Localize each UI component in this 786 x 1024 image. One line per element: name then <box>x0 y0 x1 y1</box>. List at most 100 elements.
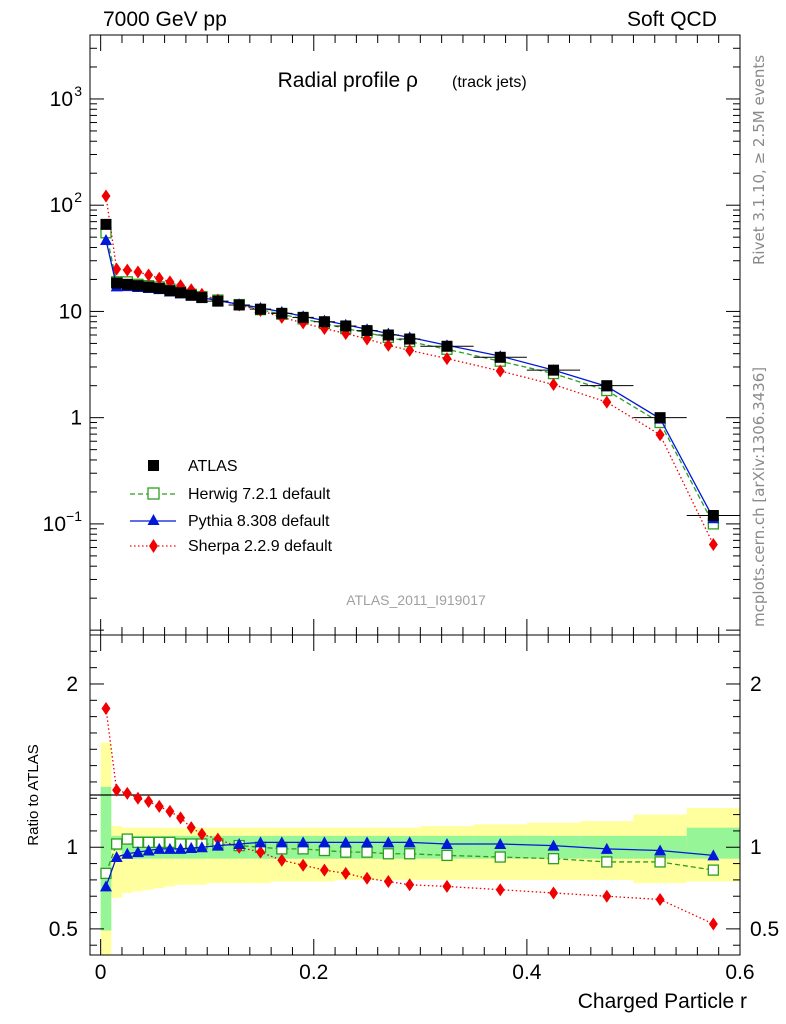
point-data <box>254 303 266 315</box>
ratio-point-pythia <box>600 842 613 854</box>
ratio-point-pythia <box>654 844 667 856</box>
ratio-point-pythia <box>233 837 246 849</box>
point-sherpa <box>112 262 122 276</box>
x-axis-label: Charged Particle r <box>578 990 747 1013</box>
ratio-point-herwig <box>547 853 560 865</box>
legend-item-sherpa: Sherpa 2.2.9 default <box>130 538 333 555</box>
ratio-point-herwig <box>132 836 144 848</box>
point-data <box>100 218 112 230</box>
legend-item-atlas: ATLAS <box>148 458 238 475</box>
series-data <box>100 218 740 521</box>
ratio-point-pythia <box>440 837 453 849</box>
legend-label-sherpa: Sherpa 2.2.9 default <box>188 538 333 555</box>
x-tick-label: 0.2 <box>299 961 328 984</box>
main-title: Radial profile ρ <box>278 69 418 92</box>
ratio-point-pythia <box>547 839 560 851</box>
band-inner <box>121 835 133 859</box>
point-sherpa <box>144 268 154 282</box>
header-right: Soft QCD <box>627 8 717 31</box>
ratio-series-pythia <box>99 836 720 892</box>
ratio-point-sherpa <box>176 811 186 825</box>
y-tick-exponent: −1 <box>66 508 82 524</box>
ratio-point-sherpa <box>341 866 351 880</box>
ratio-point-herwig <box>494 851 506 863</box>
point-sherpa <box>495 364 505 378</box>
ratio-point-pythia <box>174 842 187 854</box>
point-data <box>382 329 394 341</box>
point-sherpa <box>122 263 132 277</box>
main-title-suffix: (track jets) <box>452 74 527 91</box>
point-data <box>132 280 144 292</box>
ratio-panel: 0.5 0.5 1 1 2 2 0 0.2 0.4 0.6 Ratio to ATLAS Char… <box>25 634 779 1013</box>
ratio-point-herwig <box>340 846 352 858</box>
y-tick-label: 10 <box>50 88 73 111</box>
header-left: 7000 GeV pp <box>103 8 227 31</box>
series-herwig <box>100 227 720 530</box>
legend-label-herwig: Herwig 7.2.1 default <box>188 486 331 503</box>
ratio-point-pythia <box>403 836 416 848</box>
ratio-point-sherpa <box>122 786 132 800</box>
ratio-point-herwig <box>382 848 395 860</box>
point-data <box>340 320 352 332</box>
ratio-point-herwig <box>441 849 453 862</box>
analysis-id: ATLAS_2011_I919017 <box>346 592 486 608</box>
point-data <box>707 509 719 521</box>
ratio-y-tick-label-left: 1 <box>66 836 78 859</box>
legend-marker-atlas <box>148 460 159 471</box>
ratio-point-pythia <box>131 846 144 858</box>
x-tick-label: 0 <box>95 961 107 984</box>
ratio-point-pythia <box>110 851 123 863</box>
ratio-point-herwig <box>707 864 720 876</box>
x-tick-label: 0.4 <box>512 961 542 984</box>
ratio-point-herwig <box>361 846 373 858</box>
legend: ATLAS Herwig 7.2.1 default Pythia 8.308 … <box>130 458 333 555</box>
series-pythia <box>99 234 720 524</box>
point-data <box>548 364 560 376</box>
point-data <box>175 287 187 299</box>
y-tick-label: 10 <box>50 194 73 217</box>
ratio-point-sherpa <box>602 889 612 903</box>
point-data <box>196 292 208 304</box>
mcplots-label: mcplots.cern.ch [arXiv:1306.3436] <box>750 367 768 627</box>
point-data <box>601 380 613 392</box>
ratio-point-sherpa <box>383 875 393 889</box>
ratio-point-pythia <box>707 849 720 861</box>
y-tick-label: 1 <box>70 407 82 430</box>
legend-marker-sherpa <box>149 539 158 553</box>
ratio-axis-ticks: 0.5 0.5 1 1 2 2 0 0.2 0.4 0.6 <box>49 635 779 984</box>
point-sherpa <box>154 271 164 285</box>
point-sherpa <box>602 395 612 409</box>
ratio-point-sherpa <box>405 878 415 892</box>
ratio-point-pythia <box>339 836 352 848</box>
point-data <box>654 412 666 424</box>
ratio-point-sherpa <box>495 883 505 897</box>
ratio-point-pythia <box>318 836 331 848</box>
ratio-point-sherpa <box>277 853 287 867</box>
ratio-y-tick-label-right: 1 <box>750 836 762 859</box>
ratio-point-sherpa <box>442 879 452 893</box>
ratio-point-sherpa <box>655 892 665 906</box>
ratio-y-tick-label-left: 2 <box>66 673 78 696</box>
point-data <box>153 282 165 294</box>
ratio-point-pythia <box>142 844 155 856</box>
legend-label-pythia: Pythia 8.308 default <box>188 513 330 530</box>
band-inner <box>100 786 112 931</box>
ratio-point-pythia <box>494 837 507 849</box>
ratio-point-pythia <box>121 847 134 859</box>
point-data <box>404 333 416 345</box>
ratio-point-pythia <box>163 842 176 854</box>
point-data <box>164 285 176 297</box>
series-line-pythia <box>105 239 714 519</box>
ratio-point-herwig <box>601 856 613 868</box>
ratio-point-herwig <box>121 833 133 845</box>
legend-item-herwig: Herwig 7.2.1 default <box>130 486 331 503</box>
ratio-point-sherpa <box>255 845 265 859</box>
point-sherpa <box>708 537 718 551</box>
point-data <box>441 340 453 352</box>
point-data <box>318 316 330 328</box>
ratio-point-sherpa <box>133 791 143 805</box>
point-data <box>276 307 288 319</box>
